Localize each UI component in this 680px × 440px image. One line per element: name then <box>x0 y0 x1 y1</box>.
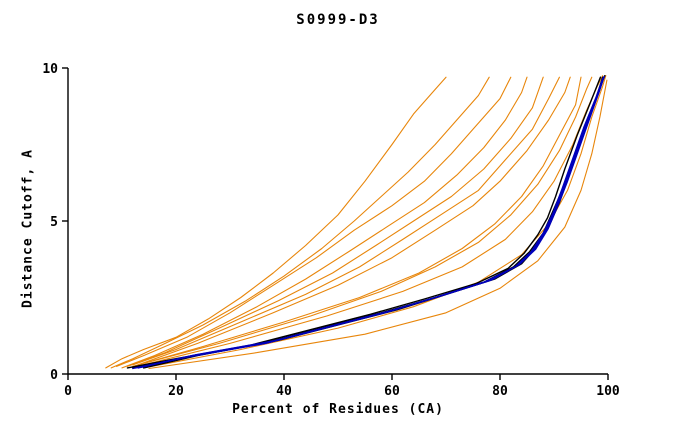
y-tick-label: 10 <box>42 62 58 77</box>
series-line-black-13 <box>142 74 606 369</box>
series-line-blue-16 <box>137 76 605 369</box>
x-tick-label: 40 <box>276 384 292 399</box>
series-line-orange-6 <box>137 76 571 366</box>
series-line-orange-1 <box>110 76 490 369</box>
chart-title: S0999-D3 <box>296 12 380 28</box>
x-axis-label: Percent of Residues (CA) <box>232 402 444 417</box>
series-line-blue-18 <box>140 75 605 368</box>
series-line-black-14 <box>126 76 602 369</box>
x-tick-label: 100 <box>596 384 620 399</box>
x-tick-label: 80 <box>492 384 508 399</box>
series-line-orange-4 <box>126 76 544 367</box>
series-line-orange-7 <box>132 76 582 367</box>
x-tick-label: 0 <box>64 384 72 399</box>
series-line-orange-10 <box>143 75 607 369</box>
series-line-orange-5 <box>132 76 560 366</box>
x-tick-label: 60 <box>384 384 400 399</box>
series-line-orange-3 <box>121 76 528 369</box>
y-tick-label: 0 <box>50 368 58 383</box>
series-line-blue-15 <box>134 77 604 369</box>
series-line-orange-2 <box>116 76 512 367</box>
series-line-orange-8 <box>137 76 593 366</box>
y-tick-label: 5 <box>50 215 58 230</box>
series-line-orange-9 <box>143 75 604 366</box>
series-line-orange-11 <box>148 79 608 370</box>
x-tick-label: 20 <box>168 384 184 399</box>
series-line-orange-0 <box>105 76 447 369</box>
